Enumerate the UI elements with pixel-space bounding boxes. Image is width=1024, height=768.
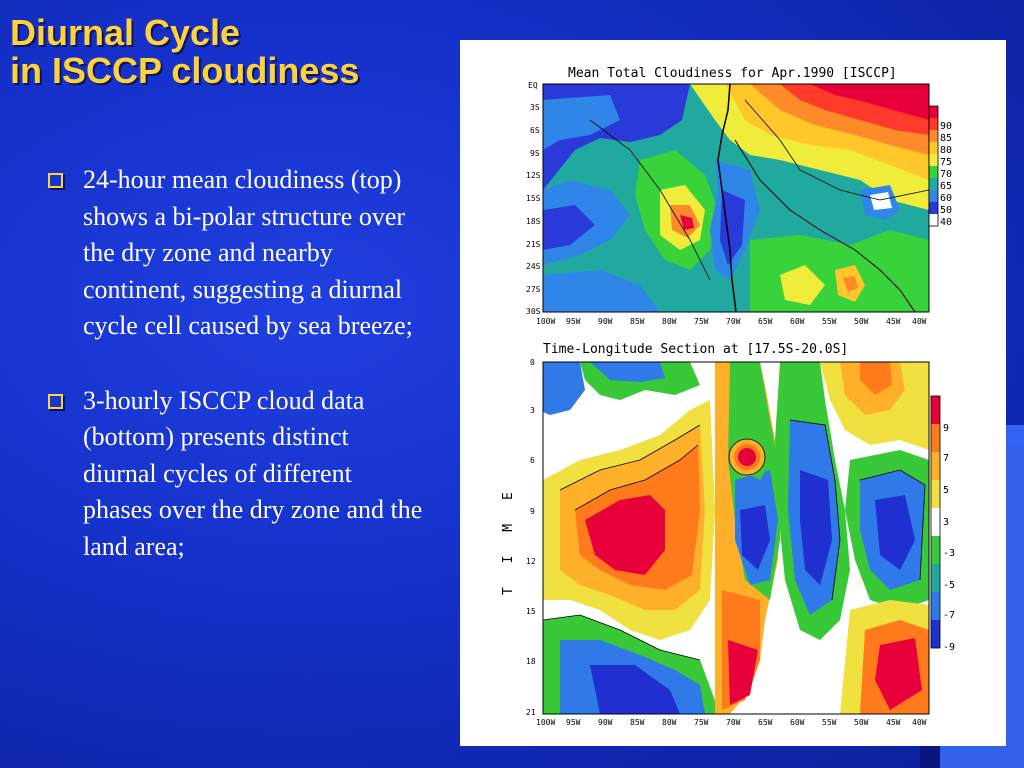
bullet-text: 3-hourly ISCCP cloud data (bottom) prese… <box>83 385 423 561</box>
x-tick-label: 45W <box>886 718 901 727</box>
figure-image: Mean Total Cloudiness for Apr.1990 [ISCC… <box>501 66 955 727</box>
x-tick-label: 80W <box>662 317 677 326</box>
colorbar-label: 50 <box>940 205 952 216</box>
bullet-list: 24-hour mean cloudiness (top) shows a bi… <box>48 162 426 603</box>
bullet-item: 3-hourly ISCCP cloud data (bottom) prese… <box>48 383 426 566</box>
top-map-y-ticks: EQ 3S 6S 9S 12S 15S 18S 21S 24S 27S 30S <box>526 81 541 316</box>
colorbar-label: 5 <box>943 485 949 496</box>
x-tick-label: 85W <box>630 317 645 326</box>
colorbar-label: 7 <box>943 453 949 464</box>
colorbar-label: 65 <box>940 181 952 192</box>
bullet-text: 24-hour mean cloudiness (top) shows a bi… <box>83 165 413 340</box>
x-tick-label: 40W <box>912 317 927 326</box>
x-tick-label: 75W <box>694 317 709 326</box>
y-tick-label: 9 <box>530 507 535 516</box>
time-axis-label: T I M E <box>501 484 516 595</box>
y-tick-label: 21 <box>526 708 536 717</box>
x-tick-label: 50W <box>854 718 869 727</box>
x-tick-label: 75W <box>694 718 709 727</box>
colorbar-label: 60 <box>940 193 952 204</box>
x-tick-label: 55W <box>822 718 837 727</box>
x-tick-label: 40W <box>912 718 927 727</box>
bottom-section-colorbar: 9 7 5 3 -3 -5 -7 -9 <box>930 395 955 653</box>
colorbar-label: 3 <box>943 517 949 528</box>
colorbar-label: -3 <box>943 548 955 559</box>
x-tick-label: 90W <box>598 718 613 727</box>
y-tick-label: 12 <box>526 557 536 566</box>
y-tick-label: 3S <box>530 103 540 112</box>
y-tick-label: 27S <box>526 285 541 294</box>
y-tick-label: 30S <box>526 307 541 316</box>
colorbar-label: 85 <box>940 133 952 144</box>
top-map-contours <box>543 84 929 312</box>
y-tick-label: 6S <box>530 126 540 135</box>
top-map-title: Mean Total Cloudiness for Apr.1990 [ISCC… <box>568 66 897 81</box>
y-tick-label: 15 <box>526 607 536 616</box>
colorbar-label: -5 <box>943 580 955 591</box>
colorbar-label: 75 <box>940 157 952 168</box>
y-tick-label: 15S <box>526 194 541 203</box>
title-line-1: Diurnal Cycle <box>10 12 241 53</box>
top-map-x-ticks: 100W 95W 90W 85W 80W 75W 70W 65W 60W 55W… <box>536 317 927 326</box>
colorbar-label: 9 <box>943 423 949 434</box>
x-tick-label: 95W <box>566 718 581 727</box>
x-tick-label: 60W <box>790 317 805 326</box>
bottom-section-contours <box>543 362 929 714</box>
y-tick-label: 6 <box>530 456 535 465</box>
x-tick-label: 90W <box>598 317 613 326</box>
bottom-section-title: Time-Longitude Section at [17.5S-20.0S] <box>543 342 848 357</box>
x-tick-label: 100W <box>536 718 555 727</box>
hollow-square-bullet-icon <box>48 173 63 188</box>
figure-panel: Mean Total Cloudiness for Apr.1990 [ISCC… <box>460 40 1006 746</box>
y-tick-label: 18S <box>526 217 541 226</box>
x-tick-label: 95W <box>566 317 581 326</box>
x-tick-label: 70W <box>726 317 741 326</box>
y-tick-label: 12S <box>526 171 541 180</box>
slide-title: Diurnal Cycle in ISCCP cloudiness <box>10 14 359 90</box>
colorbar-label: -9 <box>943 642 955 653</box>
x-tick-label: 50W <box>854 317 869 326</box>
title-line-2: in ISCCP cloudiness <box>10 50 360 91</box>
bottom-section-x-ticks: 100W 95W 90W 85W 80W 75W 70W 65W 60W 55W… <box>536 718 927 727</box>
x-tick-label: 70W <box>726 718 741 727</box>
x-tick-label: 100W <box>536 317 555 326</box>
hollow-square-bullet-icon <box>48 393 63 409</box>
x-tick-label: 55W <box>822 317 837 326</box>
bottom-section-y-ticks: 0 3 6 9 12 15 18 21 <box>526 358 536 717</box>
y-tick-label: 18 <box>526 657 536 666</box>
x-tick-label: 60W <box>790 718 805 727</box>
colorbar-label: 70 <box>940 169 952 180</box>
x-tick-label: 65W <box>758 718 773 727</box>
colorbar-label: 40 <box>940 217 952 228</box>
x-tick-label: 85W <box>630 718 645 727</box>
y-tick-label: 9S <box>530 149 540 158</box>
y-tick-label: 21S <box>526 240 541 249</box>
colorbar-label: -7 <box>943 610 955 621</box>
y-tick-label: 3 <box>530 406 535 415</box>
colorbar-label: 80 <box>940 145 952 156</box>
x-tick-label: 45W <box>886 317 901 326</box>
y-tick-label: EQ <box>528 81 538 90</box>
colorbar-label: 90 <box>940 121 952 132</box>
x-tick-label: 80W <box>662 718 677 727</box>
y-tick-label: 24S <box>526 262 541 271</box>
x-tick-label: 65W <box>758 317 773 326</box>
top-map-colorbar: 90 85 80 75 70 65 60 50 40 <box>928 105 952 228</box>
bullet-item: 24-hour mean cloudiness (top) shows a bi… <box>48 162 426 345</box>
y-tick-label: 0 <box>530 358 535 367</box>
